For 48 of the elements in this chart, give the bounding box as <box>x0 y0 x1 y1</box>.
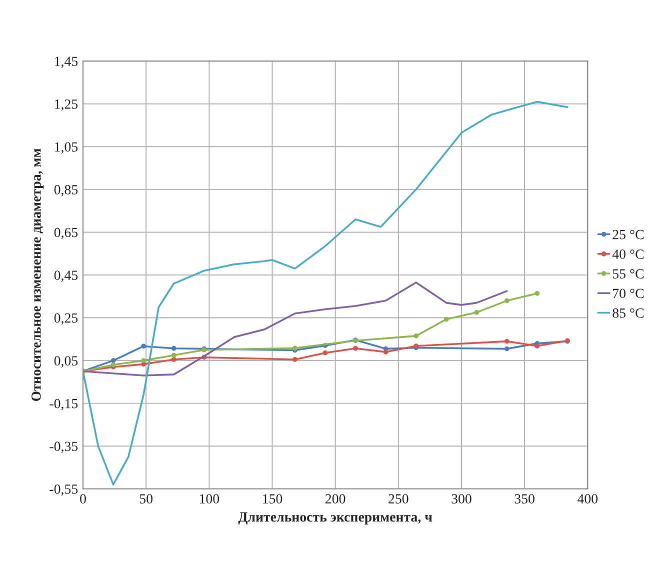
point <box>141 344 146 349</box>
point <box>504 298 510 304</box>
x-tick-label: 400 <box>577 494 598 504</box>
x-tick-label: 250 <box>388 494 408 504</box>
legend-label: 70 °C <box>613 288 644 298</box>
point <box>292 357 298 362</box>
line-series <box>83 100 568 486</box>
legend-label: 55 °C <box>612 269 644 279</box>
line-series <box>83 282 508 376</box>
x-tick-label: 50 <box>140 494 152 504</box>
point <box>383 350 388 354</box>
point <box>504 338 510 344</box>
point <box>322 350 328 356</box>
y-tick-label: -0,15 <box>50 398 78 410</box>
point <box>110 358 116 363</box>
point <box>534 290 540 296</box>
legend-label: 85 °C <box>612 308 644 318</box>
x-tick-label: 350 <box>514 494 534 504</box>
legend-label: 40 °C <box>612 250 644 259</box>
point <box>171 352 176 358</box>
x-tick-label: 150 <box>263 494 282 504</box>
x-tick-label: 100 <box>200 494 220 504</box>
y-tick-label: -0,55 <box>50 484 78 496</box>
x-tick-label: 200 <box>326 494 346 504</box>
point <box>141 358 146 363</box>
y-tick-label: 0,45 <box>54 270 78 282</box>
y-tick-label: 0,85 <box>54 185 78 196</box>
point <box>353 346 358 351</box>
point <box>534 344 540 348</box>
y-axis-title: Относительное изменение диаметра, мм <box>32 148 44 402</box>
y-tick-label: 1,05 <box>55 142 78 154</box>
legend-label: 25 °C <box>612 230 644 240</box>
y-tick-label: 0,25 <box>54 313 78 325</box>
y-tick-label: 0,65 <box>54 228 78 240</box>
point <box>171 346 176 351</box>
y-tick-label: -0,35 <box>50 442 78 454</box>
y-tick-label: 0,05 <box>54 356 78 368</box>
point <box>414 334 418 338</box>
x-tick-label: 300 <box>452 494 472 504</box>
point <box>474 310 480 315</box>
y-tick-label: 1,45 <box>55 56 78 68</box>
x-axis-title: Длительность эксперимента, ч <box>238 512 432 524</box>
x-tick-label: 0 <box>80 494 86 504</box>
point <box>504 346 510 352</box>
y-tick-label: 1,25 <box>55 100 78 111</box>
point <box>171 357 176 362</box>
point <box>110 362 116 368</box>
point <box>444 316 449 322</box>
